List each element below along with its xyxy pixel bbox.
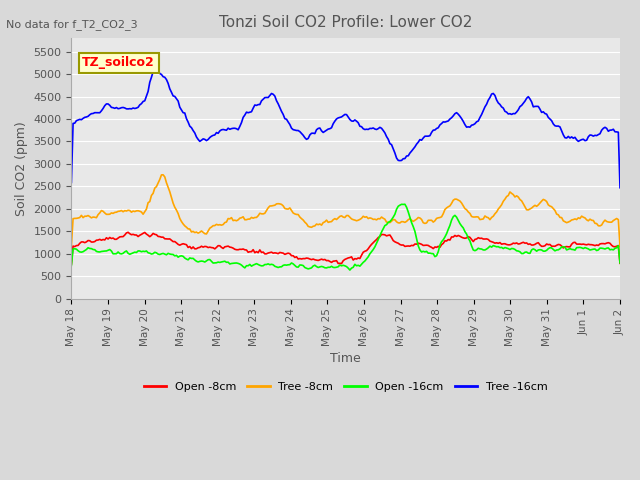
Open -16cm (129, 250, 137, 256)
Line: Open -16cm: Open -16cm (72, 204, 620, 270)
X-axis label: Time: Time (330, 352, 361, 365)
Tree -8cm (129, 208, 137, 214)
Open -8cm (68, 261, 76, 267)
Tree -8cm (159, 172, 167, 178)
Open -16cm (551, 248, 559, 254)
Open -8cm (131, 232, 139, 238)
Line: Tree -16cm: Tree -16cm (72, 69, 620, 188)
Open -8cm (550, 243, 557, 249)
Open -8cm (616, 261, 624, 266)
Line: Open -8cm: Open -8cm (72, 232, 620, 264)
Tree -16cm (68, 180, 76, 185)
Tree -16cm (616, 185, 624, 191)
Tree -8cm (111, 209, 118, 215)
Open -16cm (414, 243, 422, 249)
Tree -8cm (68, 243, 76, 249)
Tree -8cm (413, 216, 420, 222)
Open -8cm (598, 240, 605, 246)
Y-axis label: Soil CO2 (ppm): Soil CO2 (ppm) (15, 121, 28, 216)
Tree -8cm (616, 244, 624, 250)
Tree -16cm (152, 66, 160, 72)
Open -16cm (346, 267, 354, 273)
Open -16cm (68, 263, 76, 268)
Tree -16cm (413, 141, 420, 147)
Tree -16cm (550, 121, 557, 127)
Text: No data for f_T2_CO2_3: No data for f_T2_CO2_3 (6, 19, 138, 30)
Tree -8cm (598, 222, 605, 228)
Text: TZ_soilco2: TZ_soilco2 (83, 56, 155, 69)
Tree -16cm (83, 114, 90, 120)
Open -16cm (600, 246, 607, 252)
Open -16cm (111, 251, 118, 257)
Tree -16cm (598, 127, 605, 133)
Open -8cm (83, 239, 90, 245)
Tree -16cm (129, 105, 137, 111)
Open -16cm (83, 247, 90, 252)
Tree -8cm (550, 206, 557, 212)
Legend: Open -8cm, Tree -8cm, Open -16cm, Tree -16cm: Open -8cm, Tree -8cm, Open -16cm, Tree -… (140, 377, 552, 396)
Open -16cm (616, 260, 624, 266)
Open -8cm (413, 241, 420, 247)
Open -8cm (124, 229, 132, 235)
Title: Tonzi Soil CO2 Profile: Lower CO2: Tonzi Soil CO2 Profile: Lower CO2 (219, 15, 472, 30)
Open -8cm (111, 237, 118, 242)
Tree -8cm (83, 214, 90, 219)
Open -16cm (401, 202, 409, 207)
Line: Tree -8cm: Tree -8cm (72, 175, 620, 247)
Tree -16cm (111, 106, 118, 111)
